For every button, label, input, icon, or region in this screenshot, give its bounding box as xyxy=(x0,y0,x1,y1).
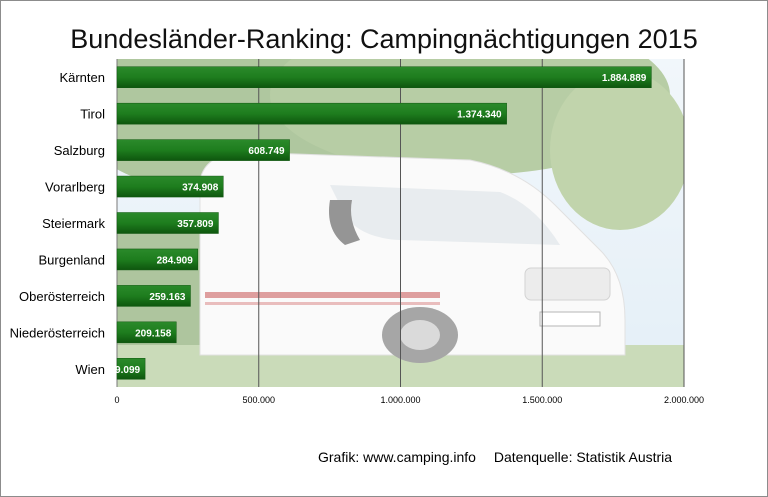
chart-footer: Grafik: www.camping.info Datenquelle: St… xyxy=(318,449,672,465)
graphic-credit: Grafik: www.camping.info xyxy=(318,449,476,465)
value-label: 1.374.340 xyxy=(457,110,502,121)
category-label: Salzburg xyxy=(54,143,105,158)
value-label: 357.809 xyxy=(177,219,214,230)
x-tick-label: 1.500.000 xyxy=(522,395,562,405)
category-label: Tirol xyxy=(80,107,105,122)
category-label: Oberösterreich xyxy=(19,289,105,304)
bar-kärnten xyxy=(116,66,652,88)
x-tick-label: 500.000 xyxy=(242,395,275,405)
x-tick-label: 0 xyxy=(114,395,119,405)
x-axis: 0 500.000 1.000.000 1.500.000 2.000.000 xyxy=(114,395,704,405)
bar-wien xyxy=(116,358,146,380)
motorhome-background-photo xyxy=(117,59,684,387)
value-label: 209.158 xyxy=(135,328,172,339)
x-tick-label: 2.000.000 xyxy=(664,395,704,405)
chart-title: Bundesländer-Ranking: Campingnächtigunge… xyxy=(70,24,698,54)
value-label: 99.099 xyxy=(110,365,141,376)
bar-niederösterreich xyxy=(116,321,177,344)
value-label: 259.163 xyxy=(149,292,186,303)
bar-steiermark xyxy=(116,212,219,234)
bar-vorarlberg xyxy=(116,175,224,198)
bar-tirol xyxy=(116,102,507,125)
x-tick-label: 1.000.000 xyxy=(380,395,420,405)
category-label: Wien xyxy=(75,362,105,377)
bar-salzburg xyxy=(116,139,290,161)
category-label: Vorarlberg xyxy=(45,180,105,195)
bar-oberösterreich xyxy=(116,285,191,307)
value-label: 1.884.889 xyxy=(602,73,647,84)
data-source: Datenquelle: Statistik Austria xyxy=(493,449,673,465)
category-label: Burgenland xyxy=(39,252,106,267)
category-labels: Kärnten Tirol Salzburg Vorarlberg Steiermark… xyxy=(10,70,106,377)
value-label: 284.909 xyxy=(157,255,194,266)
value-label: 374.908 xyxy=(182,183,219,194)
value-label: 608.749 xyxy=(248,146,285,157)
category-label: Niederösterreich xyxy=(10,325,105,340)
value-labels: 1.884.889 1.374.340 608.749 374.908 357.809 2… xyxy=(110,73,647,376)
category-label: Steiermark xyxy=(42,216,105,231)
bar-series xyxy=(116,66,652,380)
bar-burgenland xyxy=(116,248,199,271)
category-label: Kärnten xyxy=(59,70,105,85)
